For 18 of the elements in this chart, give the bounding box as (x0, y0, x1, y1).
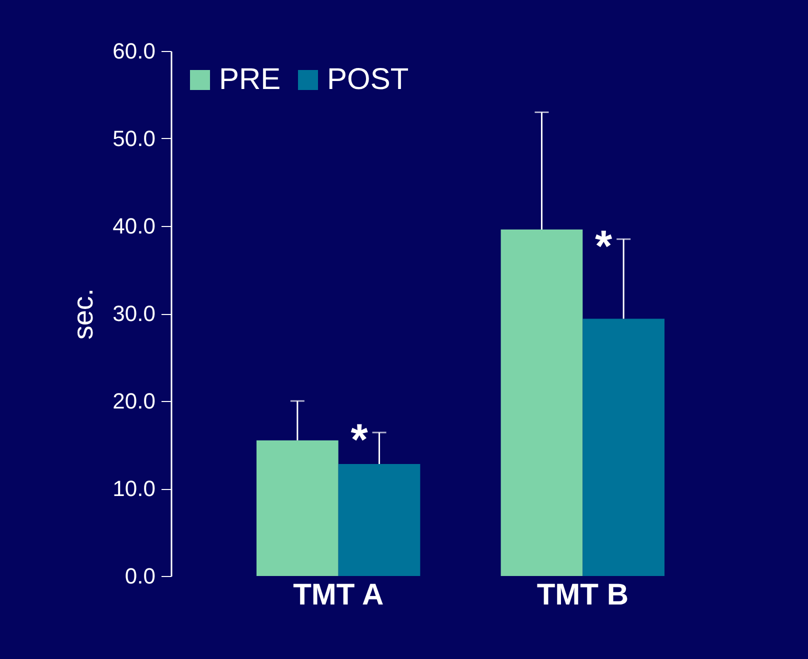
annotation: * (350, 416, 369, 464)
bar (338, 464, 420, 576)
y-tick-label: 30.0 (112, 301, 156, 326)
x-tick-label: TMT B (536, 578, 628, 612)
bar (500, 230, 583, 576)
bar (256, 440, 338, 576)
legend-label: PRE (219, 63, 281, 96)
y-tick-label: 10.0 (112, 476, 156, 501)
y-tick-label: 20.0 (112, 388, 156, 414)
annotation: * (595, 222, 614, 272)
y-tick-label: 60.0 (112, 38, 156, 64)
x-tick-label: TMT A (293, 578, 384, 612)
y-axis-title: sec. (68, 288, 99, 340)
bar (582, 318, 664, 576)
y-tick-label: 0.0 (124, 564, 156, 588)
y-tick-label: 50.0 (112, 126, 156, 151)
legend-label: POST (327, 63, 409, 96)
y-tick-label: 40.0 (112, 214, 156, 238)
